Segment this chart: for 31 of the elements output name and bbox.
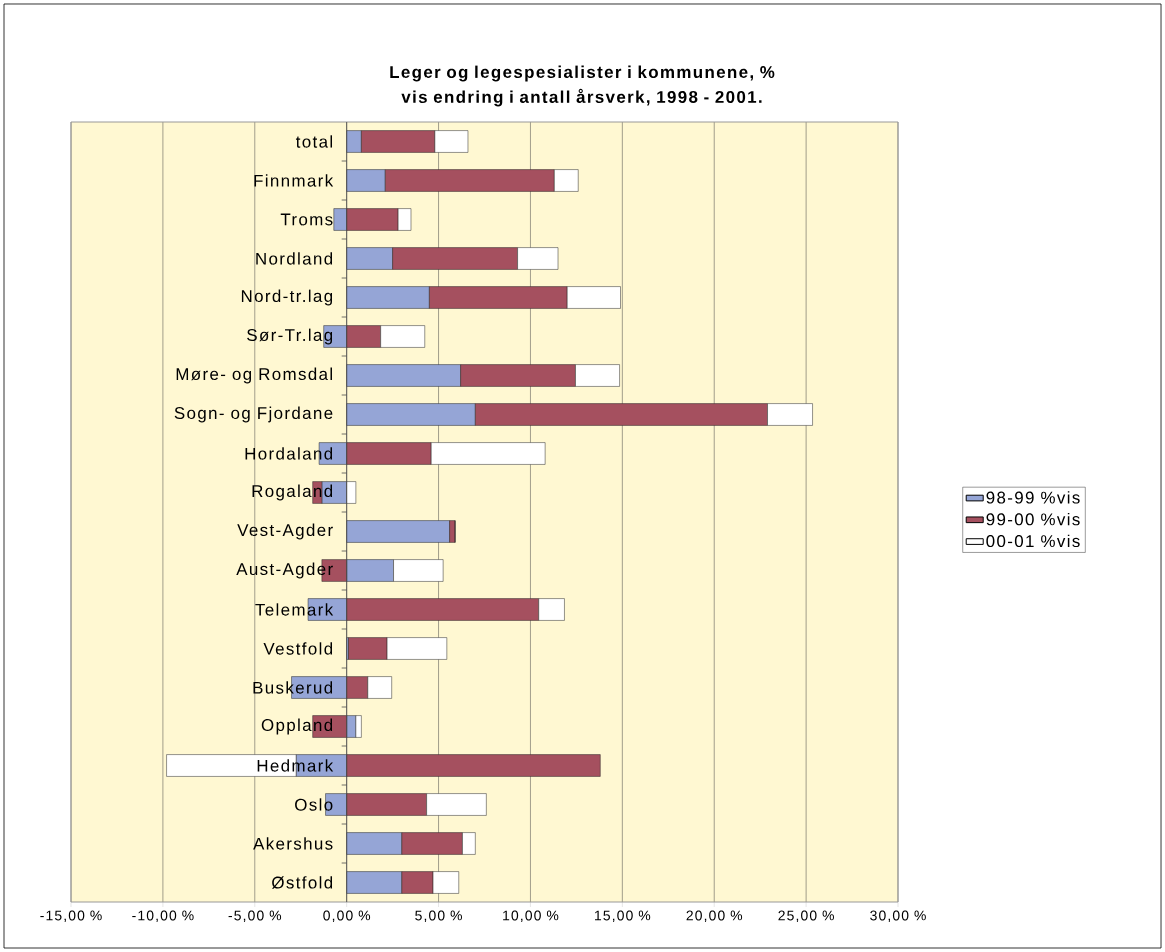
y-tick-label: Finnmark bbox=[254, 174, 334, 187]
y-tick-label: Vest-Agder bbox=[237, 523, 333, 540]
x-tick-label: 15,00 % bbox=[595, 910, 651, 923]
chart-title: Leger og legespesialister i kommunene, % vis endring i antall årsverk, 1998 - 2001. bbox=[390, 65, 775, 107]
x-tick-label: -15,00 % bbox=[40, 910, 102, 923]
y-tick-label: Akershus bbox=[253, 837, 333, 850]
x-tick-label: -10,00 % bbox=[132, 910, 194, 923]
y-tick-label: total bbox=[295, 135, 333, 148]
y-tick-label: Sør-Tr.lag bbox=[247, 328, 333, 345]
y-tick-label: Nord-tr.lag bbox=[241, 289, 333, 306]
y-tick-label: Oslo bbox=[295, 798, 333, 811]
y-tick-label: Sogn- og Fjordane bbox=[174, 406, 333, 423]
y-tick-label: Hedmark bbox=[257, 759, 334, 772]
x-tick-label: 20,00 % bbox=[686, 910, 743, 923]
x-tick-label: 25,00 % bbox=[778, 910, 834, 923]
x-tick-label: 10,00 % bbox=[503, 910, 559, 923]
y-tick-label: Buskerud bbox=[253, 681, 333, 694]
y-tick-label: Hordaland bbox=[245, 447, 333, 460]
legend-label: 99-00 %vis bbox=[986, 512, 1080, 526]
legend-label: 00-01 %vis bbox=[986, 534, 1080, 548]
y-tick-label: Møre- og Romsdal bbox=[176, 367, 332, 384]
y-tick-label: Nordland bbox=[256, 252, 333, 265]
x-tick-label: 30,00 % bbox=[870, 910, 926, 923]
x-tick-label: 0,00 % bbox=[323, 910, 371, 923]
y-tick-label: Østfold bbox=[271, 876, 333, 889]
x-tick-label: -5,00 % bbox=[228, 910, 282, 923]
y-tick-label: Troms bbox=[280, 213, 333, 226]
legend-label: 98-99 %vis bbox=[986, 491, 1080, 504]
y-tick-label: Telemark bbox=[255, 603, 334, 616]
x-tick-label: 5,00 % bbox=[415, 910, 462, 923]
y-tick-label: Vestfold bbox=[263, 642, 333, 655]
